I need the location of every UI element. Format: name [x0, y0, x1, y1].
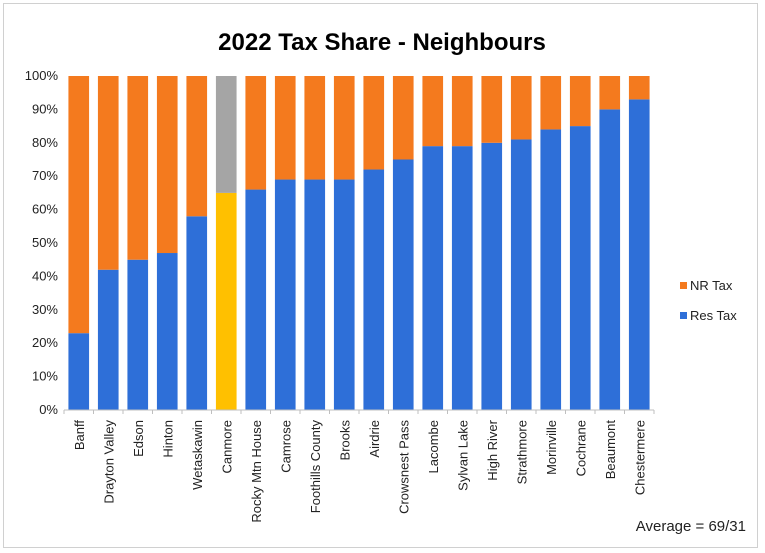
y-tick-label: 60% — [32, 202, 58, 217]
bar-res-tax — [569, 126, 591, 410]
bar-nr-tax — [156, 76, 178, 254]
bar-nr-tax — [363, 76, 385, 170]
average-annotation: Average = 69/31 — [636, 518, 746, 535]
bar-res-tax — [540, 129, 562, 410]
x-axis: Banff Drayton Valley Edson Hinton Wetaskawin… — [63, 409, 655, 523]
x-category-label: Banff — [72, 420, 87, 451]
bars — [68, 76, 650, 411]
x-category-label: Canmore — [219, 420, 234, 473]
bar-nr-tax — [245, 76, 267, 190]
bar-res-tax — [156, 253, 178, 410]
x-category-label: Wetaskawin — [190, 420, 205, 490]
y-axis: 0% 10% 20% 30% 40% 50% 60% 70% 80% 90% 100% — [25, 68, 59, 417]
bar-nr-tax — [451, 76, 473, 147]
y-tick-label: 20% — [32, 335, 58, 350]
bar-res-tax — [422, 146, 444, 410]
bar-res-tax — [245, 189, 267, 410]
bar-nr-tax — [510, 76, 532, 140]
bar-res-tax — [215, 192, 237, 410]
x-category-label: Morinville — [544, 420, 559, 475]
bar-nr-tax — [392, 76, 414, 160]
bar-nr-tax — [215, 76, 237, 193]
x-category-label: Airdrie — [367, 420, 382, 458]
legend: NR Tax Res Tax — [680, 278, 737, 323]
bar-res-tax — [481, 142, 503, 411]
bar-res-tax — [304, 179, 326, 410]
y-tick-label: 90% — [32, 101, 58, 116]
y-tick-label: 0% — [39, 402, 58, 417]
y-tick-label: 50% — [32, 235, 58, 250]
legend-swatch-res-tax — [680, 312, 687, 319]
bar-nr-tax — [127, 76, 149, 260]
legend-swatch-nr-tax — [680, 282, 687, 289]
x-category-label: Edson — [131, 420, 146, 457]
x-category-label: Rocky Mtn House — [249, 420, 264, 523]
x-category-label: Chestermere — [632, 420, 647, 495]
y-tick-label: 70% — [32, 168, 58, 183]
bar-res-tax — [97, 269, 119, 410]
chart-title: 2022 Tax Share - Neighbours — [218, 29, 546, 56]
x-category-label: Foothills County — [308, 420, 323, 514]
x-category-label: Beaumont — [603, 420, 618, 480]
bar-nr-tax — [569, 76, 591, 127]
y-tick-label: 80% — [32, 135, 58, 150]
x-category-label: Lacombe — [426, 420, 441, 473]
bar-res-tax — [510, 139, 532, 410]
bar-nr-tax — [97, 76, 119, 270]
bar-nr-tax — [68, 76, 90, 334]
bar-nr-tax — [599, 76, 621, 110]
chart-frame: 2022 Tax Share - Neighbours 0% 10% 20% 30% 4… — [3, 3, 758, 548]
y-tick-label: 10% — [32, 369, 58, 384]
bar-nr-tax — [186, 76, 208, 217]
x-category-label: Crowsnest Pass — [396, 420, 411, 514]
legend-label-nr-tax: NR Tax — [690, 278, 733, 293]
bar-res-tax — [127, 259, 149, 410]
x-category-label: Hinton — [160, 420, 175, 458]
bar-nr-tax — [304, 76, 326, 180]
x-category-label: High River — [485, 419, 500, 480]
bar-nr-tax — [628, 76, 650, 100]
y-tick-label: 100% — [25, 68, 59, 83]
x-category-label: Sylvan Lake — [455, 420, 470, 491]
bar-res-tax — [333, 179, 355, 410]
y-tick-label: 40% — [32, 268, 58, 283]
chart: 2022 Tax Share - Neighbours 0% 10% 20% 30% 4… — [25, 29, 746, 535]
x-category-label: Brooks — [337, 420, 352, 461]
bar-nr-tax — [422, 76, 444, 147]
x-category-label: Cochrane — [573, 420, 588, 476]
bar-res-tax — [274, 179, 296, 410]
bar-res-tax — [599, 109, 621, 411]
bar-res-tax — [186, 216, 208, 410]
bar-res-tax — [68, 333, 90, 410]
legend-label-res-tax: Res Tax — [690, 308, 737, 323]
bar-res-tax — [363, 169, 385, 410]
x-category-label: Camrose — [278, 420, 293, 473]
bar-nr-tax — [481, 76, 503, 143]
bar-nr-tax — [540, 76, 562, 130]
x-category-label: Strathmore — [514, 420, 529, 484]
y-tick-label: 30% — [32, 302, 58, 317]
x-category-label: Drayton Valley — [101, 420, 116, 504]
bar-nr-tax — [333, 76, 355, 180]
bar-res-tax — [392, 159, 414, 410]
bar-res-tax — [451, 146, 473, 410]
bar-res-tax — [628, 99, 650, 410]
bar-nr-tax — [274, 76, 296, 180]
